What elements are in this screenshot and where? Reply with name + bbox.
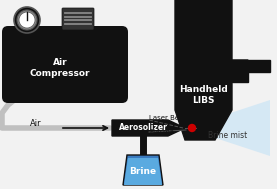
Text: Laser Beam: Laser Beam	[149, 115, 190, 121]
Circle shape	[189, 125, 196, 132]
Polygon shape	[123, 155, 163, 185]
Polygon shape	[175, 0, 248, 140]
Text: Brine: Brine	[129, 167, 157, 177]
Text: Air: Air	[30, 119, 42, 128]
Text: Air
Compressor: Air Compressor	[30, 58, 90, 78]
Text: Handheld
LIBS: Handheld LIBS	[179, 85, 227, 105]
Circle shape	[17, 10, 37, 30]
Polygon shape	[185, 100, 270, 156]
FancyBboxPatch shape	[2, 26, 128, 103]
Circle shape	[14, 7, 40, 33]
Polygon shape	[112, 120, 185, 136]
Circle shape	[19, 12, 35, 28]
Polygon shape	[124, 158, 162, 185]
FancyBboxPatch shape	[62, 8, 94, 30]
Text: Aerosolizer: Aerosolizer	[119, 123, 167, 132]
Polygon shape	[232, 60, 270, 82]
Text: Plasma: Plasma	[149, 129, 174, 135]
Text: Brine mist: Brine mist	[208, 130, 248, 139]
